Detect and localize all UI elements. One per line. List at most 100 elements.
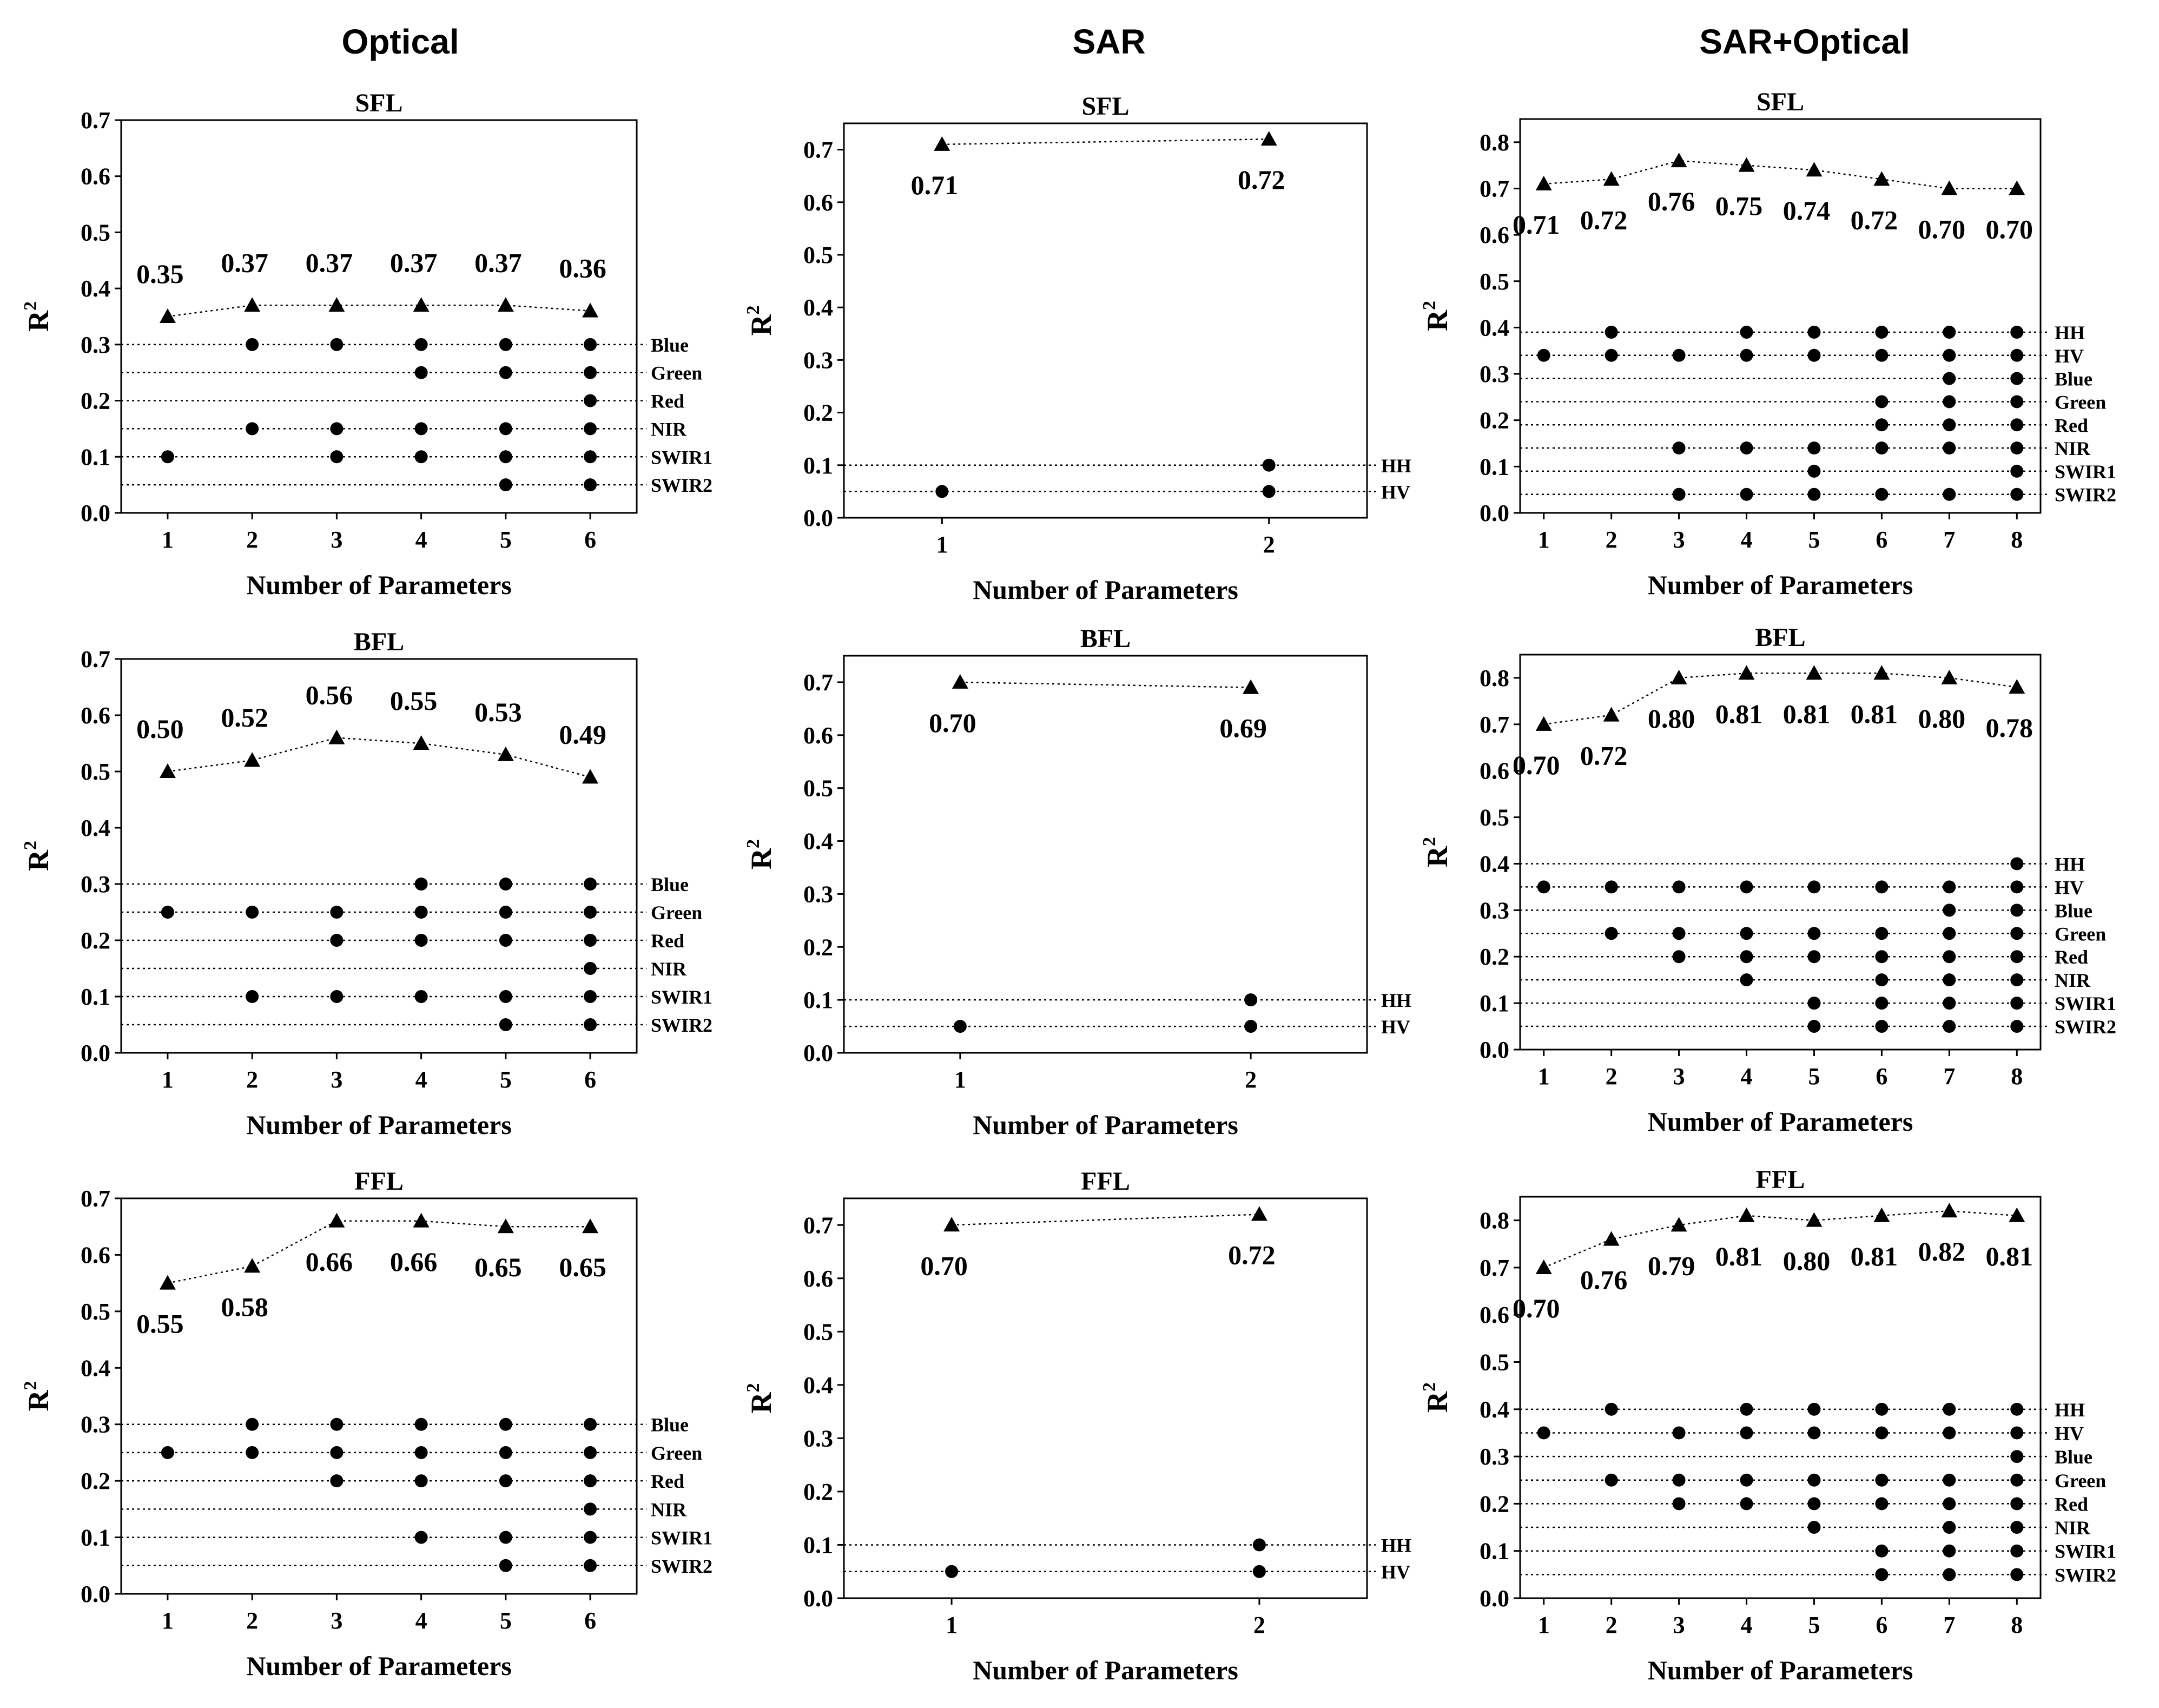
param-marker-nir (246, 422, 259, 436)
x-tick-label: 2 (1253, 1612, 1265, 1638)
param-label-red: Red (651, 930, 684, 952)
param-marker-red (1875, 950, 1889, 964)
r2-value-label: 0.58 (221, 1291, 268, 1322)
param-marker-red (2010, 1497, 2024, 1511)
y-tick-label: 0.2 (803, 1479, 833, 1505)
y-tick-label: 0.5 (81, 759, 110, 785)
chart-title: FFL (1756, 1165, 1805, 1194)
plot-frame (1519, 654, 2042, 1051)
param-marker-swir1 (414, 1531, 428, 1544)
param-marker-nir (1807, 441, 1821, 455)
r2-value-label: 0.71 (911, 170, 959, 200)
x-tick-label: 1 (1538, 1612, 1550, 1638)
param-label-red: Red (651, 1470, 684, 1492)
param-label-blue: Blue (651, 874, 689, 895)
y-tick-label: 0.3 (1480, 361, 1509, 387)
param-label-swir2: SWIR2 (651, 1014, 712, 1036)
param-marker-hv (1672, 1426, 1686, 1440)
param-marker-blue (330, 1417, 344, 1431)
r2-marker (943, 1217, 960, 1232)
x-tick-label: 3 (1673, 1063, 1685, 1090)
r2-value-label: 0.82 (1918, 1236, 1966, 1267)
param-marker-hh (1262, 458, 1276, 472)
param-marker-hv (2010, 348, 2024, 362)
y-tick-label: 0.6 (81, 702, 110, 729)
y-tick-label: 0.7 (1480, 1255, 1509, 1281)
param-marker-hv (1605, 880, 1618, 894)
param-marker-green (499, 1446, 512, 1459)
param-marker-hh (2010, 1402, 2024, 1416)
y-tick-label: 0.2 (803, 934, 833, 960)
param-marker-nir (330, 422, 344, 436)
param-marker-blue (584, 878, 597, 891)
x-tick-label: 1 (162, 526, 174, 553)
x-tick-label: 4 (1741, 1063, 1753, 1090)
y-tick-label: 0.6 (803, 1265, 833, 1292)
param-marker-hh (1807, 325, 1821, 339)
chart-7: FFL 0.0 0.1 0.2 0.3 0.4 0.5 0.6 0.7 1 2 3 4 5 6 Number … (21, 1167, 712, 1681)
r2-value-label: 0.53 (474, 697, 522, 727)
r2-marker (497, 297, 514, 312)
param-marker-nir (1875, 441, 1889, 455)
r2-line (167, 1220, 591, 1284)
param-label-nir: NIR (651, 958, 687, 980)
r2-marker (244, 752, 261, 767)
param-label-swir1: SWIR1 (2055, 1541, 2116, 1562)
x-axis-label: Number of Parameters (246, 570, 512, 600)
y-tick-label: 0.1 (1480, 453, 1509, 480)
y-tick-label: 0.3 (803, 1425, 833, 1452)
param-marker-swir2 (1943, 1020, 1956, 1033)
param-marker-hv (945, 1565, 959, 1578)
x-tick-label: 2 (246, 1066, 258, 1093)
param-marker-nir (2010, 1521, 2024, 1534)
x-axis-label: Number of Parameters (973, 1110, 1238, 1140)
x-tick-label: 5 (500, 526, 512, 553)
y-tick-label: 0.4 (1480, 1396, 1509, 1423)
y-tick-label: 0.6 (81, 1242, 110, 1268)
param-marker-blue (2010, 904, 2024, 917)
param-label-swir2: SWIR2 (2055, 1016, 2116, 1038)
r2-marker (934, 136, 950, 151)
param-marker-green (330, 1446, 344, 1459)
y-tick-label: 0.0 (1480, 1037, 1509, 1063)
r2-value-label: 0.71 (1513, 209, 1560, 240)
x-tick-label: 1 (954, 1066, 966, 1093)
r2-value-label: 0.80 (1783, 1246, 1831, 1276)
param-marker-green (1807, 1473, 1821, 1487)
param-marker-red (1943, 1497, 1956, 1511)
x-axis-label: Number of Parameters (1648, 570, 1913, 600)
y-tick-label: 0.2 (81, 1468, 110, 1494)
x-tick-label: 5 (1808, 1063, 1820, 1090)
param-label-hh: HH (1381, 990, 1411, 1011)
param-label-green: Green (651, 1442, 702, 1464)
y-axis-label: R2 (21, 1381, 55, 1412)
param-marker-swir2 (1943, 1568, 1956, 1581)
param-marker-swir2 (584, 1018, 597, 1031)
r2-marker (1260, 131, 1277, 146)
column-title-sar-optical: SAR+Optical (1699, 22, 1910, 61)
param-marker-swir1 (1875, 997, 1889, 1010)
param-label-swir1: SWIR1 (651, 1527, 712, 1549)
x-tick-label: 3 (331, 526, 342, 553)
param-label-hh: HH (1381, 455, 1411, 477)
param-label-red: Red (651, 391, 684, 412)
x-axis-label: Number of Parameters (246, 1651, 512, 1681)
y-tick-label: 0.0 (803, 1585, 833, 1612)
param-marker-swir2 (1943, 487, 1956, 501)
plot-frame (1519, 1196, 2042, 1599)
x-tick-label: 7 (1943, 526, 1955, 553)
y-axis-label: R2 (21, 301, 55, 332)
r2-value-label: 0.50 (136, 714, 184, 744)
param-marker-nir (1943, 1521, 1956, 1534)
param-label-hh: HH (2055, 853, 2085, 875)
chart-title: BFL (1755, 623, 1805, 652)
param-marker-hv (1943, 880, 1956, 894)
param-marker-swir1 (584, 1531, 597, 1544)
r2-value-label: 0.80 (1918, 703, 1966, 734)
y-tick-label: 0.7 (81, 646, 110, 672)
x-tick-label: 4 (1741, 526, 1753, 553)
param-marker-blue (499, 878, 512, 891)
param-marker-nir (499, 422, 512, 436)
param-label-nir: NIR (2055, 970, 2091, 991)
r2-value-label: 0.70 (920, 1250, 968, 1281)
